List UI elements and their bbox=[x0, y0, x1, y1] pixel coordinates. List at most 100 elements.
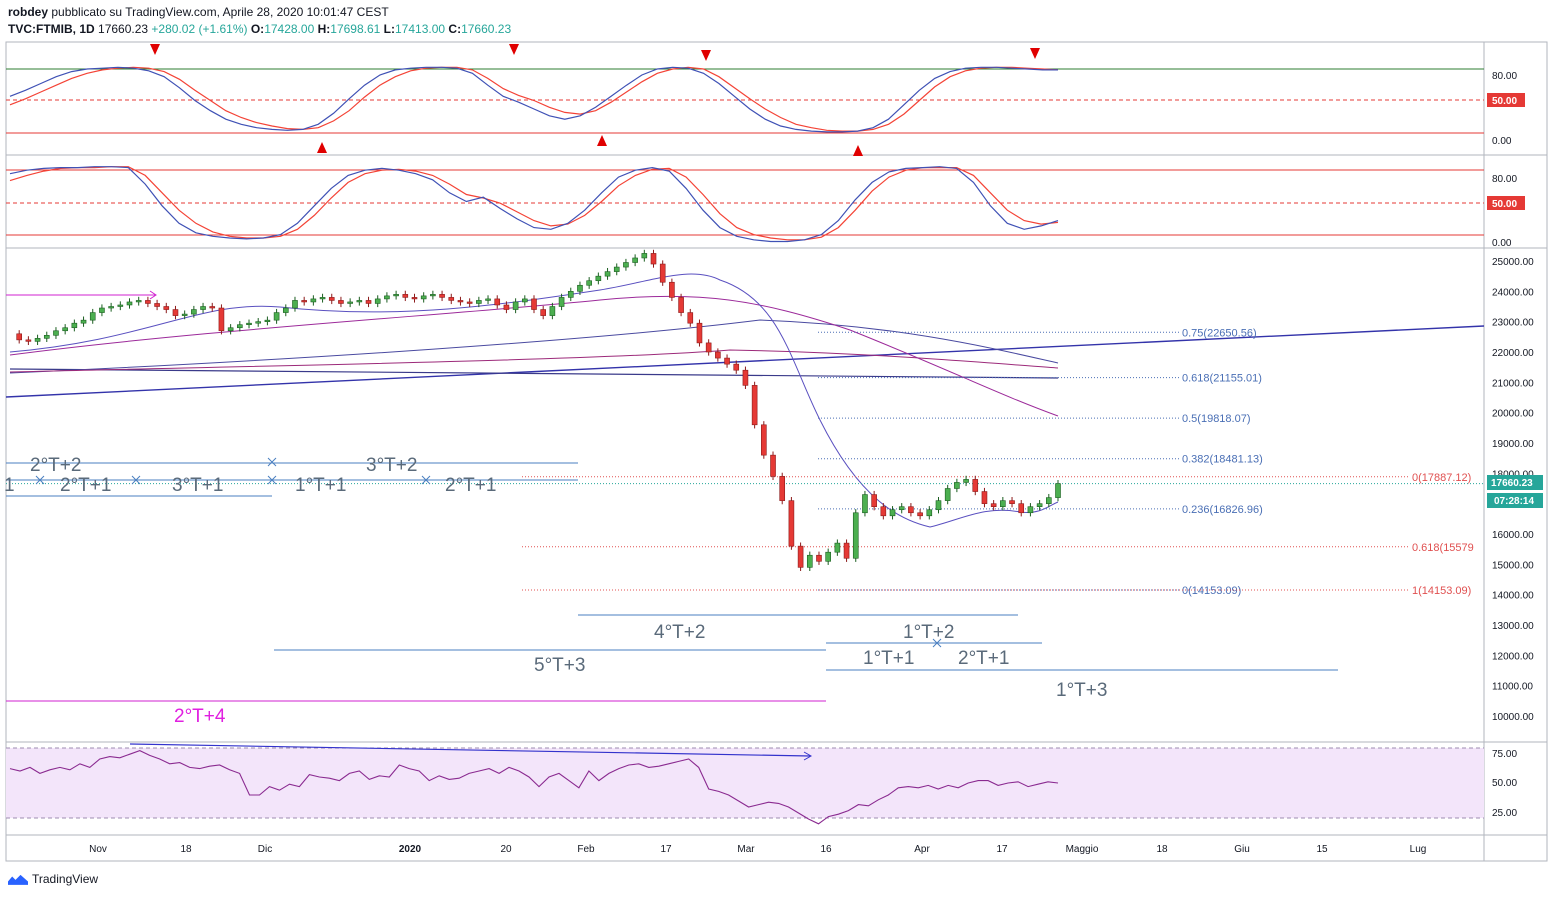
open-value: 17428.00 bbox=[264, 22, 315, 36]
candle-body bbox=[944, 488, 951, 501]
up-arrow-icon bbox=[597, 135, 607, 146]
candle-body bbox=[494, 298, 501, 306]
cycle-label: 1°T+2 bbox=[903, 622, 954, 643]
price-tick: 23000.00 bbox=[1492, 318, 1534, 329]
candle-body bbox=[705, 342, 712, 353]
candle-body bbox=[356, 300, 363, 303]
candle-body bbox=[862, 494, 868, 514]
cycle-cross-marks bbox=[35, 457, 942, 648]
price-tick: 22000.00 bbox=[1492, 348, 1534, 359]
price-tick: 20000.00 bbox=[1492, 409, 1534, 420]
candle-body bbox=[393, 294, 399, 297]
stochastic-pane-2[interactable]: 80.00 0.00 50.00 bbox=[6, 166, 1525, 249]
open-label: O: bbox=[250, 22, 265, 36]
candle-body bbox=[181, 313, 188, 316]
candle-body bbox=[825, 551, 831, 562]
x-mark-icon bbox=[131, 475, 141, 485]
cycle-label: 1°T+1 bbox=[863, 648, 914, 669]
candle-body bbox=[834, 542, 841, 553]
candle-body bbox=[981, 491, 988, 504]
candle-body bbox=[108, 306, 114, 309]
candle-body bbox=[577, 284, 583, 292]
fib-label: 0.75(22650.56) bbox=[1182, 327, 1257, 339]
candle-body bbox=[338, 300, 344, 304]
candle-body bbox=[917, 512, 923, 517]
ma-20-line bbox=[9, 273, 1059, 528]
tradingview-logo[interactable]: TradingView bbox=[8, 872, 98, 886]
rsi-pane[interactable]: 75.00 50.00 25.00 bbox=[6, 743, 1517, 825]
candle-body bbox=[715, 351, 721, 359]
down-arrow-icon bbox=[1030, 48, 1040, 59]
candle-body bbox=[632, 257, 638, 263]
rsi-tick: 75.00 bbox=[1492, 749, 1517, 760]
candle-body bbox=[1046, 497, 1052, 504]
rsi-band bbox=[6, 748, 1484, 818]
fib-label: 0(14153.09) bbox=[1182, 585, 1241, 597]
cycle-label: 2°T+1 bbox=[445, 475, 496, 496]
candle-body bbox=[779, 476, 786, 501]
trendline[interactable] bbox=[5, 325, 1485, 398]
price-tick: 19000.00 bbox=[1492, 439, 1534, 450]
time-tick: 15 bbox=[1316, 844, 1328, 855]
author-name[interactable]: robdey bbox=[8, 5, 49, 19]
cycle-labels: 2°T+2 3°T+2 1 2°T+1 3°T+1 1°T+1 2°T+1 4°… bbox=[4, 455, 1107, 727]
x-mark-icon bbox=[932, 638, 942, 648]
candle-body bbox=[586, 280, 592, 286]
price-tick: 12000.00 bbox=[1492, 651, 1534, 662]
high-value: 17698.61 bbox=[330, 22, 381, 36]
candle-body bbox=[466, 301, 473, 304]
candle-body bbox=[898, 506, 905, 511]
candle-body bbox=[669, 281, 675, 298]
candle-body bbox=[678, 297, 684, 313]
candle-body bbox=[246, 322, 252, 325]
candle-body bbox=[595, 275, 602, 282]
candle-body bbox=[871, 494, 877, 508]
price-tick: 10000.00 bbox=[1492, 712, 1534, 723]
candle-body bbox=[963, 479, 969, 483]
close-label: C: bbox=[448, 22, 462, 36]
candle-body bbox=[522, 298, 528, 303]
candle-body bbox=[99, 307, 105, 313]
price-tick: 11000.00 bbox=[1492, 682, 1533, 693]
cycle-label: 3°T+2 bbox=[366, 455, 417, 476]
time-tick: Lug bbox=[1410, 844, 1427, 855]
fib-label: 0.618(21155.01) bbox=[1182, 373, 1262, 385]
high-label: H: bbox=[317, 22, 331, 36]
candle-body bbox=[1036, 503, 1043, 507]
stochastic-pane-1[interactable]: 80.00 0.00 50.00 bbox=[6, 44, 1525, 156]
countdown-badge bbox=[1487, 493, 1543, 508]
candle-body bbox=[347, 301, 353, 304]
cycle-label: 1°T+3 bbox=[1056, 680, 1107, 701]
down-arrow-icon bbox=[701, 50, 711, 61]
ma-200-line bbox=[9, 319, 1059, 374]
candle-body bbox=[816, 554, 822, 562]
stoch1-tick-80: 80.00 bbox=[1492, 71, 1517, 82]
candle-body bbox=[319, 297, 326, 300]
price-pane[interactable]: 25000.00 24000.00 23000.00 22000.00 21000.00… bbox=[4, 249, 1543, 727]
candle-body bbox=[531, 298, 537, 310]
price-tick: 18000.00 bbox=[1492, 469, 1534, 480]
x-mark-icon bbox=[421, 475, 431, 485]
price-tick: 14000.00 bbox=[1492, 591, 1534, 602]
candle-body bbox=[485, 298, 491, 301]
last-price: 17660.23 bbox=[98, 22, 149, 36]
cycle-label: 2°T+1 bbox=[958, 648, 1009, 669]
candle-body bbox=[806, 554, 813, 568]
time-tick: Maggio bbox=[1066, 844, 1099, 855]
rsi-divergence-line[interactable] bbox=[129, 743, 811, 757]
price-tick: 15000.00 bbox=[1492, 560, 1534, 571]
time-tick: Giu bbox=[1234, 844, 1250, 855]
horizontal-trendline[interactable] bbox=[9, 368, 1059, 379]
down-arrow-icon bbox=[509, 44, 519, 55]
candle-body bbox=[604, 271, 611, 277]
candle-body bbox=[154, 303, 160, 307]
candle-body bbox=[191, 309, 197, 315]
x-mark-icon bbox=[267, 475, 277, 485]
stoch1-k-line bbox=[9, 66, 1058, 133]
time-axis[interactable]: Nov 18 Dic 2020 20 Feb 17 Mar 16 Apr 17 Maggio 18 Giu… bbox=[89, 844, 1426, 855]
low-label: L: bbox=[383, 22, 395, 36]
price-tick: 16000.00 bbox=[1492, 530, 1534, 541]
candle-body bbox=[954, 482, 960, 489]
candle-body bbox=[282, 307, 289, 313]
